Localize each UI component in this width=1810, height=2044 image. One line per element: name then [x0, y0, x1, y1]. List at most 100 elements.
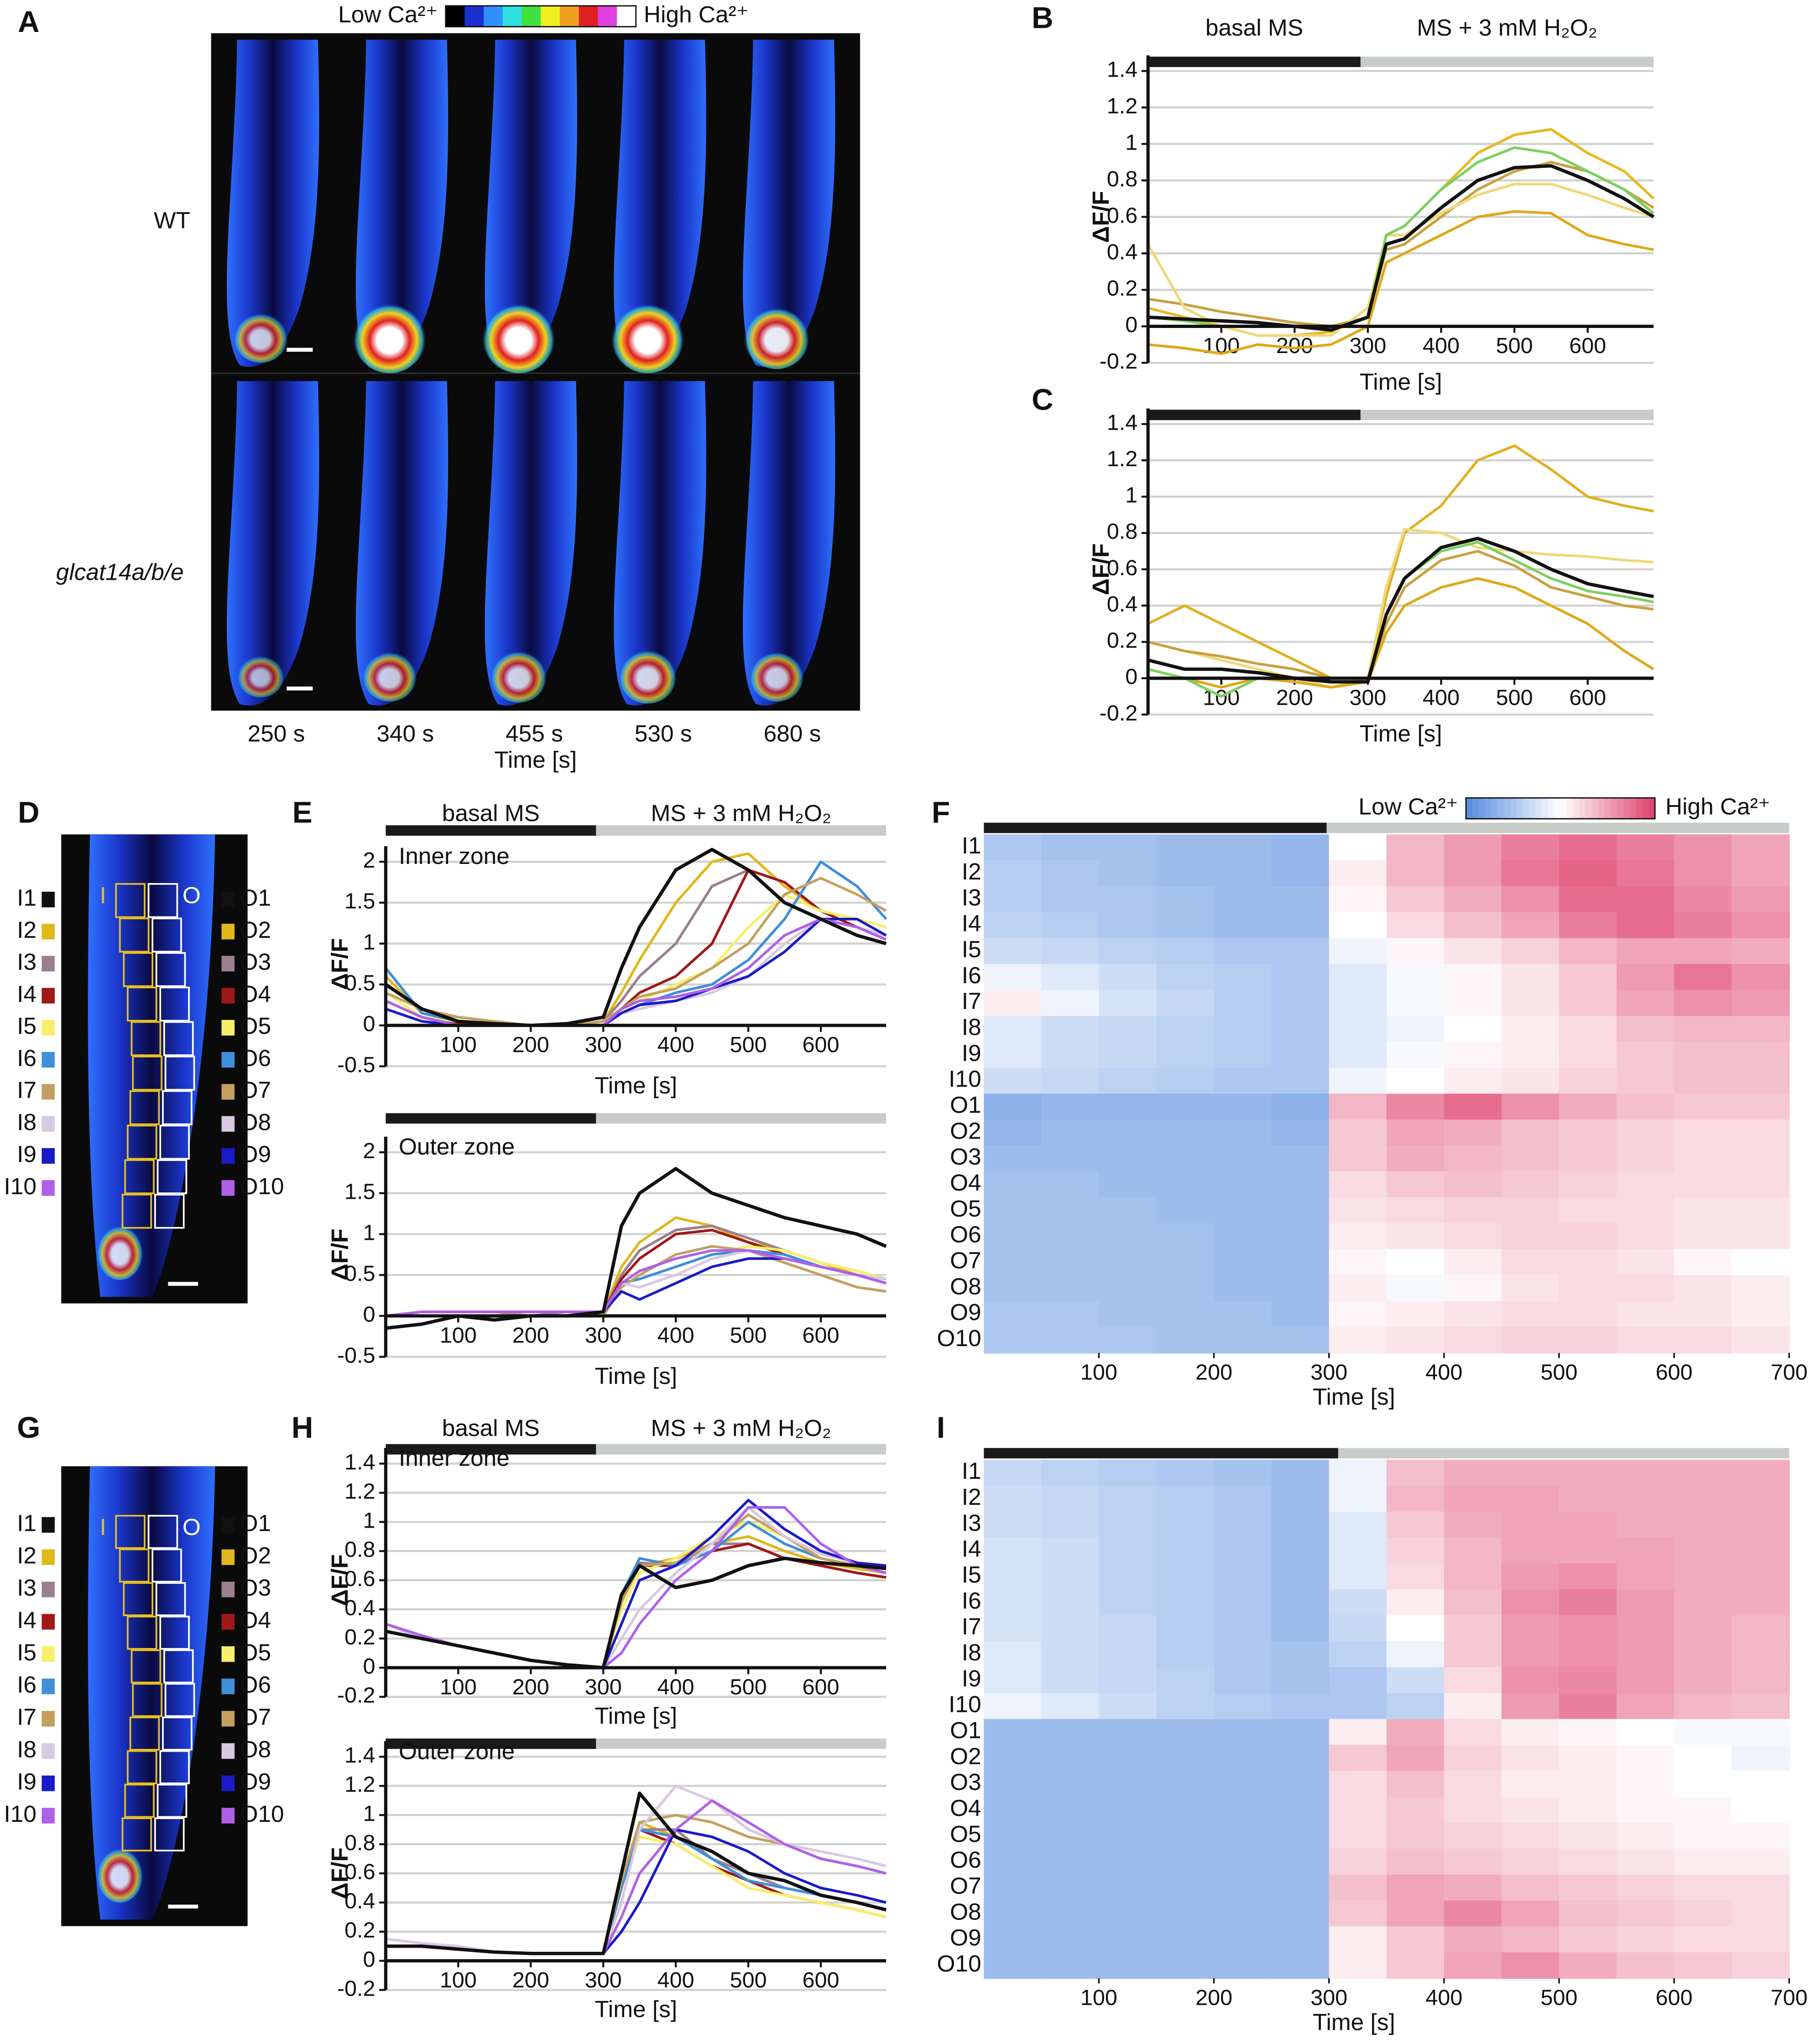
row-label: O5: [950, 1195, 981, 1222]
series-line: [386, 1791, 887, 1956]
heat-cell: [1617, 1119, 1675, 1146]
row-label: I5: [962, 936, 981, 962]
x-tick-label: 300: [1310, 1360, 1347, 1384]
heat-cell: [1559, 1041, 1617, 1069]
legend-label: O10: [240, 1800, 284, 1827]
heat-cell: [984, 1301, 1042, 1328]
heat-cell: [1099, 886, 1157, 913]
x-tick-label: 600: [1569, 685, 1606, 710]
inner-roi: [127, 1750, 157, 1784]
colorbar-step: [522, 5, 542, 27]
heat-cell: [1732, 860, 1790, 887]
phase-bar: [1360, 410, 1654, 421]
heat-cell: [1041, 1197, 1100, 1224]
heat-cell: [984, 1952, 1042, 1979]
inner-roi: [115, 1515, 146, 1549]
heat-cell: [1444, 1249, 1502, 1276]
heat-cell: [1156, 1327, 1215, 1354]
heat-cell: [984, 1563, 1042, 1590]
heat-cell: [1041, 1693, 1100, 1720]
heat-cell: [1732, 1041, 1790, 1069]
row-label: I8: [962, 1639, 981, 1665]
heat-cell: [1674, 1145, 1732, 1172]
heat-cell: [1386, 1016, 1445, 1043]
y-tick-label: 0: [363, 1947, 376, 1971]
row-label: I7: [962, 988, 981, 1014]
heat-cell: [1674, 1016, 1732, 1043]
heat-cell: [1271, 1719, 1330, 1746]
legend-swatch: [221, 1084, 235, 1100]
x-tick-label: 200: [512, 1032, 549, 1057]
heat-cell: [1501, 886, 1560, 913]
heat-cell: [1617, 1719, 1675, 1746]
x-tick-label: 100: [440, 1032, 477, 1057]
legend-label: O9: [240, 1141, 271, 1167]
heat-cell: [1099, 1926, 1157, 1953]
heat-cell: [1041, 912, 1100, 939]
legend-label: I5: [17, 1013, 37, 1039]
heat-cell: [1444, 1874, 1502, 1901]
heat-cell: [1214, 1641, 1273, 1668]
heat-cell: [1732, 1848, 1790, 1875]
heat-cell: [1732, 1537, 1790, 1564]
heat-cell: [1444, 1119, 1502, 1146]
series-line: [1147, 444, 1654, 680]
colorbar-step: [1611, 798, 1618, 819]
legend-swatch: [221, 1549, 235, 1565]
heat-cell: [1501, 1796, 1560, 1824]
heat-cell: [1444, 1511, 1502, 1539]
heat-cell: [1559, 964, 1617, 991]
heat-cell: [1559, 1197, 1617, 1224]
heat-cell: [1501, 1900, 1560, 1927]
row-label: O10: [937, 1325, 981, 1351]
colorbar-step: [1478, 798, 1486, 819]
x-tick-label: 400: [657, 1032, 694, 1057]
heat-cell: [1329, 1067, 1387, 1095]
heat-cell: [1156, 1667, 1215, 1694]
heat-cell: [1271, 1667, 1330, 1694]
heat-cell: [1156, 1485, 1215, 1513]
heat-cell: [1156, 1563, 1215, 1590]
heat-cell: [1271, 1511, 1330, 1539]
heat-cell: [1674, 834, 1732, 861]
row-label: O2: [950, 1742, 981, 1769]
y-tick-label: 1.2: [1107, 94, 1138, 118]
outer-roi: [163, 1021, 194, 1056]
heat-cell: [1444, 1197, 1502, 1224]
heat-cell: [1386, 1848, 1445, 1875]
legend-label: I6: [17, 1045, 37, 1071]
heat-cell: [1386, 964, 1445, 991]
heat-cell: [1617, 1093, 1675, 1120]
heat-cell: [1559, 1926, 1617, 1953]
heat-cell: [1041, 1537, 1100, 1564]
heat-cell: [1732, 1641, 1790, 1668]
heat-cell: [1674, 1667, 1732, 1694]
row-label: I2: [962, 858, 981, 884]
colorbar-step: [1648, 798, 1656, 819]
heat-cell: [1329, 1745, 1387, 1772]
row-label: I4: [962, 910, 981, 936]
heat-cell: [1501, 1771, 1560, 1798]
inner-roi: [121, 1817, 152, 1852]
colorbar-step: [1636, 798, 1643, 819]
y-tick-label: 0: [363, 1012, 376, 1036]
heat-cell: [1501, 1822, 1560, 1850]
heat-cell: [1617, 1745, 1675, 1772]
heat-cell: [1674, 1900, 1732, 1927]
heat-cell: [1156, 1822, 1215, 1850]
heat-cell: [1444, 1016, 1502, 1043]
heat-cell: [1501, 1926, 1560, 1953]
heat-cell: [1559, 1485, 1617, 1513]
outer-roi: [155, 952, 186, 987]
heat-cell: [1559, 1667, 1617, 1694]
x-tick-label: 600: [803, 1032, 840, 1057]
heat-cell: [1271, 990, 1330, 1017]
heat-cell: [1732, 1874, 1790, 1901]
heat-cell: [1732, 1301, 1790, 1328]
heat-cell: [1329, 1952, 1387, 1979]
heat-cell: [1617, 1327, 1675, 1354]
heat-cell: [1214, 1223, 1273, 1250]
heat-cell: [1099, 1460, 1157, 1487]
heat-cell: [1559, 1900, 1617, 1927]
series-line: [1148, 577, 1654, 689]
